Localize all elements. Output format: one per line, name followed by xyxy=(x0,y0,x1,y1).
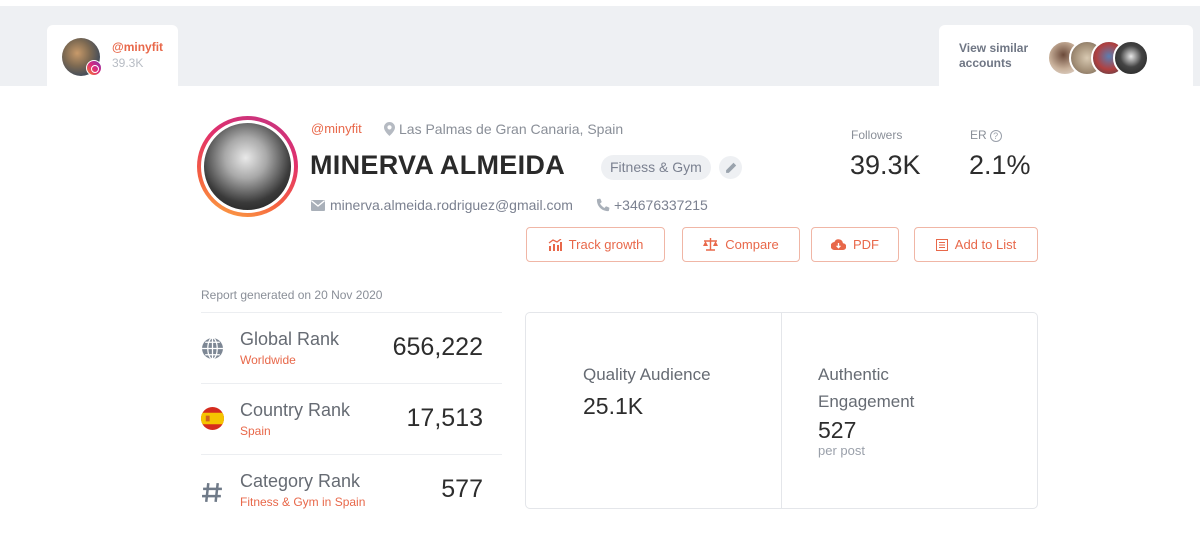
account-tab-handle: @minyfit xyxy=(112,40,164,54)
help-icon[interactable]: ? xyxy=(989,130,1002,142)
view-similar-label: View similar accounts xyxy=(959,41,1029,70)
rank-value: 577 xyxy=(441,475,483,503)
profile-phone[interactable]: +34676337215 xyxy=(596,197,708,213)
authentic-engagement-label: Authentic Engagement xyxy=(818,365,915,411)
view-similar-accounts[interactable]: View similar accounts xyxy=(939,25,1193,87)
track-growth-label: Track growth xyxy=(568,237,644,252)
spain-flag-icon xyxy=(201,407,224,430)
rank-row-category: Category Rank Fitness & Gym in Spain 577 xyxy=(201,454,502,525)
pdf-button[interactable]: PDF xyxy=(811,227,899,262)
report-generated-date: Report generated on 20 Nov 2020 xyxy=(201,288,383,302)
quality-audience-value: 25.1K xyxy=(583,393,644,419)
rank-subtitle: Worldwide xyxy=(240,353,296,367)
profile-handle[interactable]: @minyfit xyxy=(311,121,362,136)
rank-list: Global Rank Worldwide 656,222 Country Ra… xyxy=(201,312,502,525)
rank-row-country: Country Rank Spain 17,513 xyxy=(201,383,502,454)
compare-button[interactable]: Compare xyxy=(682,227,800,262)
rank-value: 17,513 xyxy=(406,404,483,432)
hash-icon xyxy=(202,482,222,503)
audience-metrics-card: Quality Audience 25.1K Authentic Engagem… xyxy=(525,312,1038,509)
list-icon xyxy=(935,238,948,251)
followers-value: 39.3K xyxy=(850,150,921,180)
authentic-engagement-value: 527 xyxy=(818,417,857,443)
rank-title: Global Rank xyxy=(240,329,340,349)
pencil-icon xyxy=(725,162,736,173)
add-to-list-button[interactable]: Add to List xyxy=(914,227,1038,262)
profile-location: Las Palmas de Gran Canaria, Spain xyxy=(384,121,623,137)
chart-growth-icon xyxy=(548,238,562,251)
profile-name: MINERVA ALMEIDA xyxy=(310,150,566,180)
account-tab-followers: 39.3K xyxy=(112,56,144,70)
phone-text: +34676337215 xyxy=(614,197,708,213)
er-label-wrap: ER? xyxy=(970,128,1002,142)
rank-subtitle: Spain xyxy=(240,424,271,438)
edit-category-button[interactable] xyxy=(719,156,742,179)
rank-row-global: Global Rank Worldwide 656,222 xyxy=(201,312,502,383)
track-growth-button[interactable]: Track growth xyxy=(526,227,665,262)
er-value: 2.1% xyxy=(969,150,1031,180)
category-badge: Fitness & Gym xyxy=(601,155,711,180)
instagram-icon xyxy=(86,60,102,76)
email-text: minerva.almeida.rodriguez@gmail.com xyxy=(330,197,573,213)
globe-icon xyxy=(202,337,223,360)
quality-audience-label: Quality Audience xyxy=(583,365,711,384)
cloud-download-icon xyxy=(831,239,846,250)
authentic-engagement-metric: Authentic Engagement 527 per post xyxy=(781,313,1037,508)
pdf-label: PDF xyxy=(853,237,879,252)
location-text: Las Palmas de Gran Canaria, Spain xyxy=(399,121,624,137)
rank-subtitle: Fitness & Gym in Spain xyxy=(240,495,366,509)
followers-label: Followers xyxy=(851,128,903,142)
similar-account-avatar[interactable] xyxy=(1113,40,1149,76)
location-pin-icon xyxy=(384,122,395,136)
rank-title: Category Rank xyxy=(240,471,361,491)
quality-audience-metric: Quality Audience 25.1K xyxy=(526,313,781,508)
profile-photo xyxy=(201,120,294,213)
profile-avatar xyxy=(197,116,298,217)
account-tab[interactable]: @minyfit 39.3K xyxy=(47,25,178,87)
add-to-list-label: Add to List xyxy=(954,237,1017,252)
er-label: ER xyxy=(970,128,987,142)
mail-icon xyxy=(311,199,325,211)
compare-label: Compare xyxy=(725,237,779,252)
rank-value: 656,222 xyxy=(392,333,483,361)
balance-scale-icon xyxy=(703,238,719,251)
rank-title: Country Rank xyxy=(240,400,351,420)
phone-icon xyxy=(596,198,610,212)
per-post-label: per post xyxy=(818,443,865,458)
profile-email[interactable]: minerva.almeida.rodriguez@gmail.com xyxy=(311,197,573,213)
